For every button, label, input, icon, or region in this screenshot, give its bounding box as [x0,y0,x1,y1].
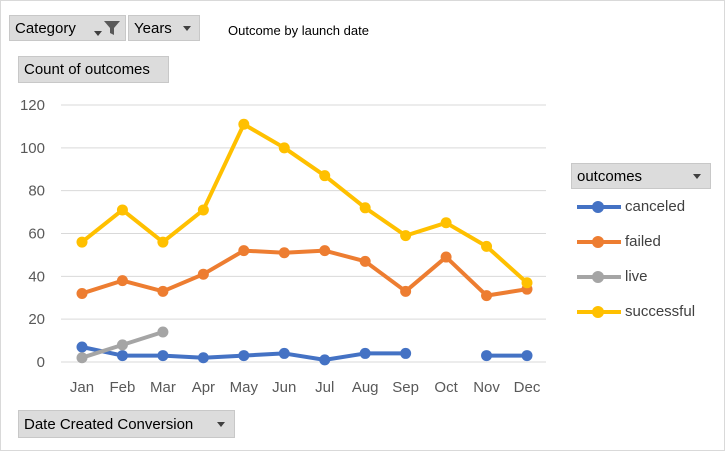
axis-field-button[interactable]: Date Created Conversion [18,410,235,438]
data-point-canceled [76,341,88,353]
data-point-canceled [319,354,331,366]
data-point-failed [359,255,371,267]
data-point-canceled [521,350,533,362]
category-filter-button[interactable]: Category [9,15,126,41]
y-tick-label: 100 [20,140,45,157]
x-tick-label: Mar [150,379,176,396]
y-tick-label: 0 [37,354,45,371]
y-tick-label: 40 [28,268,45,285]
data-point-failed [238,245,250,257]
legend-item-live: live [571,259,711,294]
series-lines [80,122,529,362]
data-point-live [116,339,128,351]
chart-title: Outcome by launch date [228,23,369,38]
x-tick-label: Oct [434,379,458,396]
legend-swatch [577,305,625,319]
data-point-failed [197,268,209,280]
x-tick-label: Dec [514,379,541,396]
x-tick-label: May [230,379,259,396]
data-point-canceled [359,347,371,359]
legend-field-button[interactable]: outcomes [571,163,711,189]
data-point-successful [76,236,88,248]
x-tick-label: Nov [473,379,500,396]
data-point-failed [481,290,493,302]
data-point-failed [440,251,452,263]
legend-item-failed: failed [571,224,711,259]
x-tick-label: Apr [192,379,215,396]
y-tick-label: 60 [28,226,45,243]
data-point-successful [197,204,209,216]
data-point-canceled [116,350,128,362]
data-point-successful [359,202,371,214]
legend-swatch [577,200,625,214]
data-point-canceled [197,352,209,364]
data-point-live [157,326,169,338]
x-tick-label: Jul [315,379,334,396]
data-point-failed [157,285,169,297]
series-points [76,118,533,366]
legend-label: canceled [625,198,686,215]
filter-funnel-icon[interactable] [103,19,121,37]
y-tick-label: 20 [28,311,45,328]
years-filter-label: Years [134,19,172,37]
data-point-successful [521,277,533,289]
y-tick-label: 80 [28,183,45,200]
y-axis-tick-labels: 0 20 40 60 80 100 120 [20,97,45,371]
dropdown-arrow-icon[interactable] [183,26,191,31]
legend-swatch [577,270,625,284]
axis-field-label: Date Created Conversion [24,415,194,433]
dropdown-arrow-icon[interactable] [217,422,225,427]
legend-field-label: outcomes [577,167,643,185]
data-point-failed [116,275,128,287]
data-point-canceled [481,350,493,362]
legend-item-canceled: canceled [571,189,711,224]
series-line-failed [80,248,529,298]
category-filter-label: Category [15,19,76,37]
data-point-failed [278,247,290,259]
x-tick-label: Sep [392,379,419,396]
data-point-failed [400,285,412,297]
x-tick-label: Jan [70,379,94,396]
series-line-successful [80,122,529,285]
data-point-failed [76,287,88,299]
data-point-canceled [400,347,412,359]
legend-label: live [625,268,648,285]
x-axis-tick-labels: Jan Feb Mar Apr May Jun Jul Aug Sep Oct Nov Dec [70,379,541,396]
data-point-successful [157,236,169,248]
data-point-successful [238,118,250,130]
dropdown-arrow-icon[interactable] [693,174,701,179]
legend-items: canceled failed live successful [571,189,711,329]
data-point-successful [440,217,452,229]
legend: outcomes canceled failed live successful [571,163,711,329]
legend-label: failed [625,233,661,250]
legend-label: successful [625,303,696,320]
data-point-successful [400,230,412,242]
data-point-live [76,352,88,364]
values-field-label: Count of outcomes [24,61,150,78]
x-tick-label: Aug [352,379,379,396]
x-tick-label: Feb [110,379,136,396]
dropdown-arrow-icon[interactable] [94,31,102,36]
data-point-successful [481,240,493,252]
y-tick-label: 120 [20,97,45,114]
data-point-canceled [238,350,250,362]
data-point-successful [319,170,331,182]
data-point-successful [278,142,290,154]
data-point-failed [319,245,331,257]
data-point-successful [116,204,128,216]
x-tick-label: Jun [272,379,296,396]
years-filter-button[interactable]: Years [128,15,200,41]
legend-swatch [577,235,625,249]
data-point-canceled [157,350,169,362]
gridlines [61,104,546,363]
data-point-canceled [278,347,290,359]
legend-item-successful: successful [571,294,711,329]
values-field-button[interactable]: Count of outcomes [18,56,169,83]
